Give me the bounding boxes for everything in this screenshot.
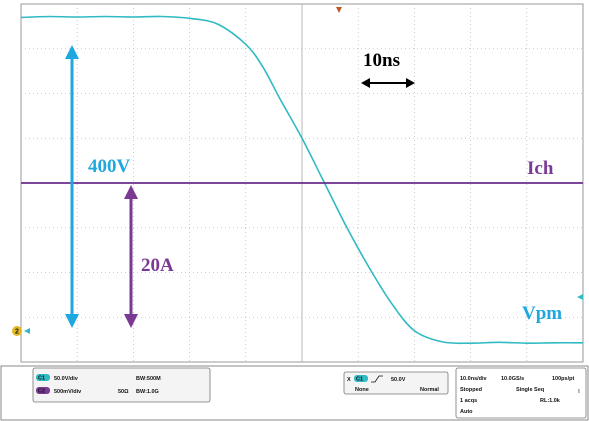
ch2-badge[interactable] [36, 387, 50, 394]
record-length: RL:1.0k [540, 398, 561, 404]
trigger-badge[interactable] [354, 375, 368, 382]
time-scale-arrow [361, 78, 415, 88]
ch2-bw: BW:1.0G [136, 389, 159, 395]
ch1-badge[interactable] [36, 374, 50, 381]
trigger-mode: Normal [420, 387, 439, 393]
falling-edge-icon [371, 375, 383, 383]
traces [20, 15, 584, 345]
ich-label: Ich [527, 158, 554, 179]
voltage-swing-label: 400V [88, 156, 131, 177]
trigger-source-icon: X [347, 377, 351, 383]
ch1-bw: BW:500M [136, 376, 161, 382]
ch1-scale: 50.0V/div [54, 376, 79, 382]
time-per-div: 10.0ns/div [460, 376, 488, 382]
current-swing-arrow [124, 185, 138, 328]
acquisition-mode: Single Seq [516, 387, 544, 393]
sample-rate: 10.0GS/s [501, 376, 524, 382]
ch1-badge-label: C1 [38, 376, 45, 382]
trigger-position-marker [336, 7, 342, 13]
series-vpm-trace [20, 15, 584, 345]
channel-2-marker-label: 2 [15, 329, 19, 336]
status-bar: C1 50.0V/div BW:500M C2 500mV/div 50Ω BW… [0, 365, 589, 421]
single-seq-icon: ⁞ [578, 389, 580, 395]
vpm-label: Vpm [522, 303, 562, 324]
time-scale-label: 10ns [363, 50, 400, 71]
points-per-time: 100ps/pt [552, 376, 574, 382]
channel-2-ground-arrow [24, 328, 30, 334]
ch2-scale: 500mV/div [54, 389, 82, 395]
ch2-badge-label: C2 [38, 389, 45, 395]
trigger-badge-label: C1 [356, 377, 363, 383]
trigger-auto: Auto [460, 409, 473, 415]
channel-2-marker [12, 326, 22, 336]
trigger-level: 50.0V [391, 377, 406, 383]
ch2-impedance: 50Ω [118, 389, 129, 395]
trigger-level-marker [577, 294, 583, 300]
acquisition-state: Stopped [460, 387, 482, 393]
voltage-swing-arrow [65, 45, 79, 328]
current-swing-label: 20A [141, 255, 174, 276]
trigger-coupling: None [355, 387, 369, 393]
acquisition-count: 1 acqs [460, 398, 477, 404]
